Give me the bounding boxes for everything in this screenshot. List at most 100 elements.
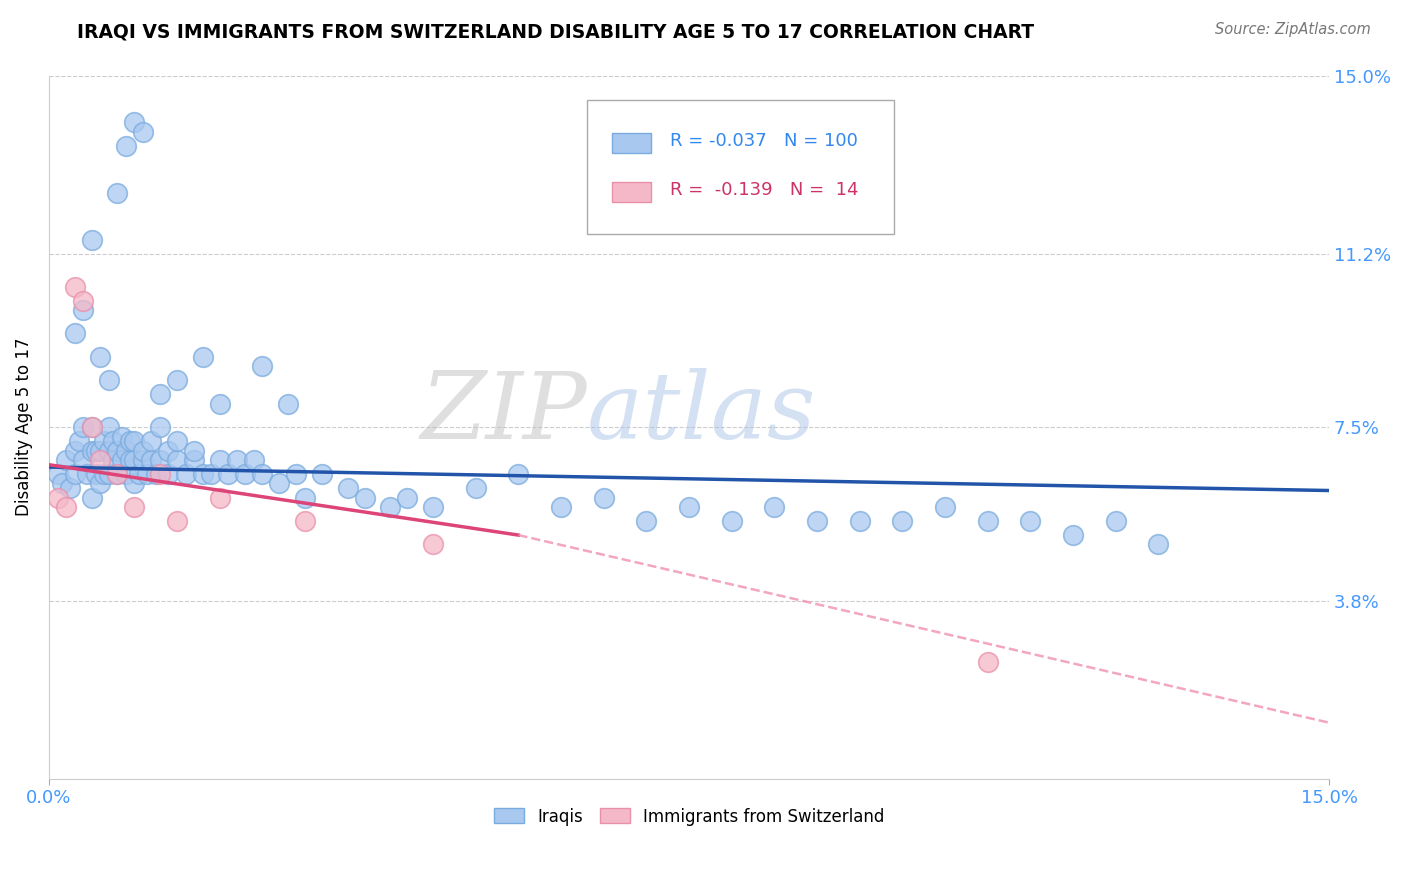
Point xyxy=(124,476,146,491)
Point xyxy=(166,514,188,528)
Point xyxy=(72,303,94,318)
Point xyxy=(183,453,205,467)
Point xyxy=(149,420,172,434)
Point xyxy=(89,350,111,364)
Point xyxy=(101,434,124,449)
Point xyxy=(149,467,172,482)
Point xyxy=(294,514,316,528)
Point xyxy=(550,500,572,514)
Point xyxy=(105,443,128,458)
Point xyxy=(380,500,402,514)
Point xyxy=(191,467,214,482)
FancyBboxPatch shape xyxy=(586,100,894,234)
Point xyxy=(157,467,180,482)
Point xyxy=(208,453,231,467)
Point xyxy=(1019,514,1042,528)
Point xyxy=(118,453,141,467)
Point xyxy=(97,467,120,482)
Point xyxy=(336,481,359,495)
Point xyxy=(97,373,120,387)
Point xyxy=(141,434,163,449)
Text: R =  -0.139   N =  14: R = -0.139 N = 14 xyxy=(669,181,858,199)
Point xyxy=(353,491,375,505)
Point xyxy=(80,420,103,434)
Point xyxy=(63,443,86,458)
Point xyxy=(1147,537,1170,551)
Point xyxy=(76,467,98,482)
Point xyxy=(89,453,111,467)
Point xyxy=(252,467,274,482)
Point xyxy=(508,467,530,482)
Point xyxy=(124,434,146,449)
Point xyxy=(233,467,256,482)
Point xyxy=(80,420,103,434)
Point xyxy=(636,514,658,528)
Point xyxy=(763,500,786,514)
Point xyxy=(63,326,86,341)
Point xyxy=(1105,514,1128,528)
Point xyxy=(46,467,69,482)
Bar xyxy=(612,183,651,202)
Point xyxy=(422,500,444,514)
Point xyxy=(110,429,132,443)
Point xyxy=(97,420,120,434)
Point xyxy=(132,125,155,139)
Point xyxy=(225,453,247,467)
Point xyxy=(72,293,94,308)
Point xyxy=(976,655,998,669)
Point xyxy=(166,373,188,387)
Point xyxy=(114,139,136,153)
Text: ZIP: ZIP xyxy=(420,368,586,458)
Point xyxy=(101,453,124,467)
Point xyxy=(80,443,103,458)
Point xyxy=(806,514,828,528)
Point xyxy=(51,476,73,491)
Point xyxy=(84,467,107,482)
Point xyxy=(311,467,333,482)
Point xyxy=(136,467,159,482)
Point xyxy=(208,397,231,411)
Point xyxy=(1062,528,1084,542)
Point xyxy=(72,420,94,434)
Point xyxy=(80,233,103,247)
Point xyxy=(128,467,150,482)
Point xyxy=(105,467,128,482)
Point xyxy=(848,514,870,528)
Point xyxy=(976,514,998,528)
Point xyxy=(269,476,291,491)
Text: Source: ZipAtlas.com: Source: ZipAtlas.com xyxy=(1215,22,1371,37)
Point xyxy=(141,453,163,467)
Point xyxy=(166,453,188,467)
Point xyxy=(55,500,77,514)
Point xyxy=(145,467,167,482)
Text: atlas: atlas xyxy=(586,368,815,458)
Point xyxy=(422,537,444,551)
Point xyxy=(149,387,172,401)
Bar xyxy=(612,133,651,153)
Point xyxy=(891,514,914,528)
Point xyxy=(89,476,111,491)
Point xyxy=(93,434,115,449)
Point xyxy=(118,434,141,449)
Point xyxy=(285,467,308,482)
Point xyxy=(114,443,136,458)
Point xyxy=(97,443,120,458)
Point xyxy=(277,397,299,411)
Point xyxy=(149,453,172,467)
Point xyxy=(464,481,486,495)
Point xyxy=(217,467,239,482)
Point xyxy=(124,453,146,467)
Point xyxy=(157,443,180,458)
Point xyxy=(63,279,86,293)
Point xyxy=(934,500,956,514)
Point xyxy=(114,467,136,482)
Point xyxy=(678,500,700,514)
Point xyxy=(105,467,128,482)
Point xyxy=(67,434,90,449)
Point xyxy=(110,453,132,467)
Point xyxy=(252,359,274,374)
Point xyxy=(46,491,69,505)
Point xyxy=(166,434,188,449)
Point xyxy=(200,467,222,482)
Point xyxy=(80,491,103,505)
